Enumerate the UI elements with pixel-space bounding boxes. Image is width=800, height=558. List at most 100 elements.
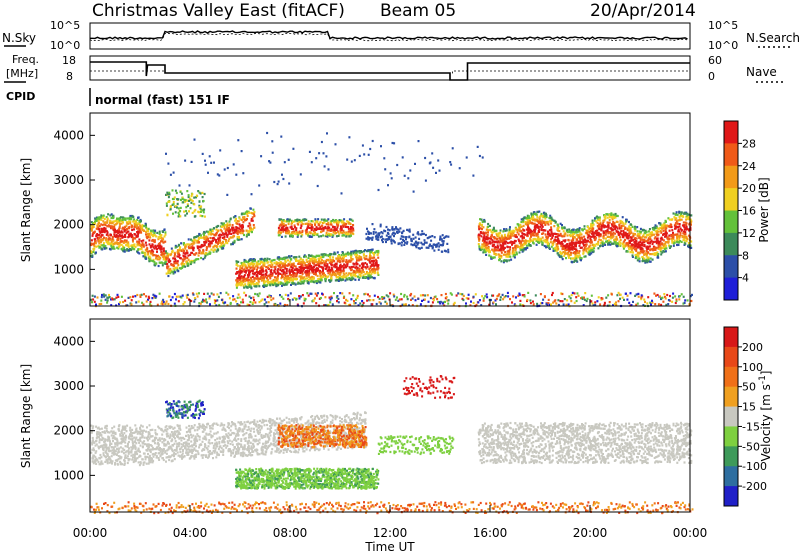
- range-cell: [184, 266, 186, 268]
- range-cell: [300, 227, 302, 229]
- range-cell: [340, 271, 342, 273]
- range-cell: [392, 239, 394, 241]
- range-cell: [270, 270, 272, 272]
- range-cell: [293, 272, 295, 274]
- range-cell: [423, 233, 425, 235]
- range-cell: [162, 238, 164, 240]
- range-cell: [512, 232, 514, 234]
- range-cell: [497, 234, 499, 236]
- range-cell: [309, 236, 311, 238]
- range-cell: [187, 252, 189, 254]
- range-cell: [277, 284, 279, 286]
- range-cell: [520, 249, 522, 251]
- range-cell: [367, 272, 369, 274]
- range-cell: [562, 258, 564, 260]
- range-cell: [246, 230, 248, 232]
- range-cell: [325, 280, 327, 282]
- range-cell: [373, 233, 375, 235]
- range-cell: [675, 213, 677, 215]
- range-cell: [138, 252, 140, 254]
- range-cell: [441, 238, 443, 240]
- range-cell: [481, 224, 483, 226]
- range-cell: [213, 227, 215, 229]
- range-cell: [509, 256, 511, 258]
- range-cell: [673, 234, 675, 236]
- range-cell: [320, 228, 322, 230]
- range-cell: [221, 230, 223, 232]
- range-cell: [256, 275, 258, 277]
- range-cell: [122, 231, 124, 233]
- range-cell: [599, 216, 601, 218]
- range-cell: [622, 236, 624, 238]
- nave-tick-top: 60: [708, 54, 722, 67]
- range-cell: [382, 232, 384, 234]
- range-cell: [332, 256, 334, 258]
- range-cell: [491, 232, 493, 234]
- range-cell: [346, 278, 348, 280]
- range-cell: [302, 273, 304, 275]
- range-cell: [112, 236, 114, 238]
- range-cell: [184, 258, 186, 260]
- range-cell: [478, 245, 480, 247]
- range-cell: [577, 256, 579, 258]
- range-cell: [297, 223, 299, 225]
- range-cell: [354, 254, 356, 256]
- range-cell: [682, 215, 684, 217]
- range-cell: [524, 234, 526, 236]
- cpid-value: normal (fast) 151 IF: [95, 93, 230, 107]
- range-cell: [346, 235, 348, 237]
- range-cell: [367, 277, 369, 279]
- range-cell: [663, 227, 665, 229]
- range-cell: [308, 257, 310, 259]
- range-cell: [105, 222, 107, 224]
- range-cell: [191, 252, 193, 254]
- range-cell: [352, 224, 354, 226]
- range-cell: [328, 227, 330, 229]
- range-cell: [310, 232, 312, 234]
- range-cell: [352, 258, 354, 260]
- range-cell: [421, 247, 423, 249]
- range-cell: [130, 218, 132, 220]
- range-cell: [308, 220, 310, 222]
- range-cell: [562, 248, 564, 250]
- range-cell: [237, 265, 239, 267]
- range-cell: [594, 244, 596, 246]
- range-cell: [320, 235, 322, 237]
- range-cell: [481, 219, 483, 221]
- range-cell: [336, 226, 338, 228]
- range-cell: [107, 218, 109, 220]
- range-cell: [486, 241, 488, 243]
- range-cell: [162, 252, 164, 254]
- range-cell: [481, 246, 483, 248]
- range-cell: [314, 231, 316, 233]
- range-cell: [526, 245, 528, 247]
- range-cell: [583, 236, 585, 238]
- range-cell: [152, 252, 154, 254]
- range-cell: [613, 214, 615, 216]
- range-cell: [299, 231, 301, 233]
- range-cell: [219, 242, 221, 244]
- range-cell: [112, 238, 114, 240]
- range-cell: [677, 233, 679, 235]
- range-cell: [327, 229, 329, 231]
- range-cell: [219, 240, 221, 242]
- range-cell: [327, 218, 329, 220]
- range-cell: [137, 248, 139, 250]
- range-cell: [519, 251, 521, 253]
- range-cell: [267, 267, 269, 269]
- range-cell: [397, 232, 399, 234]
- range-cell: [521, 226, 523, 228]
- range-cell: [571, 248, 573, 250]
- range-cell: [251, 218, 253, 220]
- range-cell: [526, 247, 528, 249]
- range-cell: [207, 238, 209, 240]
- range-cell: [276, 263, 278, 265]
- range-cell: [289, 271, 291, 273]
- range-cell: [490, 236, 492, 238]
- range-cell: [592, 229, 594, 231]
- range-cell: [623, 248, 625, 250]
- range-cell: [343, 234, 345, 236]
- nsearch-label: N.Search: [746, 31, 800, 45]
- range-cell: [209, 237, 211, 239]
